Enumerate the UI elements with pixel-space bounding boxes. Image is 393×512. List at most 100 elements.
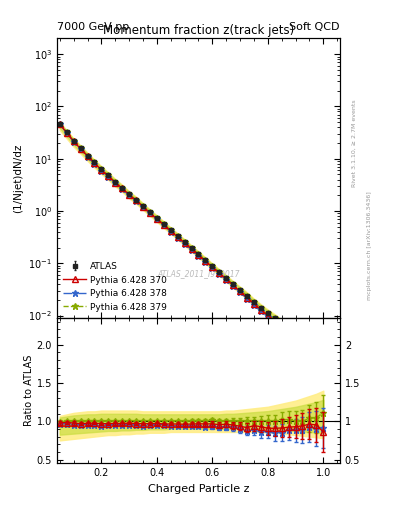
Y-axis label: (1/Njet)dN/dz: (1/Njet)dN/dz [13, 143, 23, 213]
Pythia 6.428 379 [307, 342, 312, 348]
Pythia 6.428 370 [238, 288, 242, 294]
Pythia 6.428 379 [189, 245, 194, 251]
Pythia 6.428 378 [238, 289, 242, 295]
Pythia 6.428 378 [245, 295, 250, 302]
Pythia 6.428 378 [64, 130, 69, 136]
Pythia 6.428 379 [272, 315, 277, 322]
Pythia 6.428 378 [78, 146, 83, 152]
Pythia 6.428 370 [293, 334, 298, 340]
Pythia 6.428 370 [265, 312, 270, 318]
Pythia 6.428 378 [314, 350, 319, 356]
Pythia 6.428 379 [106, 173, 111, 179]
Pythia 6.428 370 [99, 167, 104, 173]
Pythia 6.428 378 [85, 154, 90, 160]
Pythia 6.428 378 [113, 180, 118, 186]
Pythia 6.428 370 [168, 228, 173, 234]
Pythia 6.428 378 [147, 210, 152, 217]
Pythia 6.428 379 [175, 233, 180, 239]
Pythia 6.428 379 [154, 215, 159, 221]
Pythia 6.428 370 [154, 216, 159, 222]
Pythia 6.428 379 [217, 269, 222, 275]
Line: Pythia 6.428 379: Pythia 6.428 379 [56, 120, 327, 356]
Pythia 6.428 379 [245, 293, 250, 299]
Text: ATLAS_2011_I919017: ATLAS_2011_I919017 [157, 269, 240, 278]
Pythia 6.428 379 [168, 227, 173, 233]
Pythia 6.428 370 [141, 204, 145, 210]
Pythia 6.428 379 [279, 321, 284, 327]
Pythia 6.428 378 [162, 222, 166, 228]
Pythia 6.428 378 [300, 340, 305, 346]
Pythia 6.428 370 [231, 282, 235, 288]
Pythia 6.428 378 [224, 277, 229, 283]
Pythia 6.428 378 [154, 217, 159, 223]
Pythia 6.428 378 [182, 241, 187, 247]
Pythia 6.428 378 [279, 325, 284, 331]
Pythia 6.428 379 [314, 347, 319, 353]
Pythia 6.428 370 [175, 234, 180, 240]
Pythia 6.428 370 [259, 307, 263, 313]
Text: mcplots.cern.ch [arXiv:1306.3436]: mcplots.cern.ch [arXiv:1306.3436] [367, 191, 373, 300]
Pythia 6.428 378 [134, 198, 138, 204]
Pythia 6.428 378 [259, 308, 263, 314]
Pythia 6.428 370 [203, 258, 208, 264]
Line: Pythia 6.428 378: Pythia 6.428 378 [56, 121, 327, 360]
Pythia 6.428 379 [162, 221, 166, 227]
Text: 7000 GeV pp: 7000 GeV pp [57, 22, 129, 32]
Pythia 6.428 379 [300, 337, 305, 343]
Pythia 6.428 370 [300, 338, 305, 345]
Pythia 6.428 370 [314, 349, 319, 355]
Pythia 6.428 379 [127, 191, 132, 197]
Pythia 6.428 379 [57, 121, 62, 127]
Pythia 6.428 378 [168, 228, 173, 234]
Pythia 6.428 370 [162, 222, 166, 228]
Pythia 6.428 378 [217, 271, 222, 277]
Pythia 6.428 370 [196, 252, 201, 258]
Pythia 6.428 370 [224, 276, 229, 282]
Title: Momentum fraction z(track jets): Momentum fraction z(track jets) [103, 24, 294, 37]
Pythia 6.428 379 [265, 310, 270, 316]
Pythia 6.428 370 [279, 324, 284, 330]
Line: Pythia 6.428 370: Pythia 6.428 370 [57, 121, 326, 360]
Pythia 6.428 379 [71, 138, 76, 144]
Pythia 6.428 370 [113, 180, 118, 186]
Pythia 6.428 378 [57, 121, 62, 127]
Pythia 6.428 379 [64, 129, 69, 135]
Pythia 6.428 378 [210, 265, 215, 271]
Pythia 6.428 378 [265, 314, 270, 320]
Pythia 6.428 379 [293, 332, 298, 338]
Pythia 6.428 379 [196, 251, 201, 257]
Pythia 6.428 379 [203, 257, 208, 263]
Pythia 6.428 379 [120, 184, 125, 190]
Pythia 6.428 378 [189, 247, 194, 253]
Pythia 6.428 379 [259, 305, 263, 311]
Pythia 6.428 378 [99, 167, 104, 174]
Pythia 6.428 379 [141, 203, 145, 209]
Pythia 6.428 370 [189, 246, 194, 252]
Pythia 6.428 379 [182, 239, 187, 245]
Pythia 6.428 378 [127, 192, 132, 198]
Pythia 6.428 370 [71, 138, 76, 144]
Pythia 6.428 379 [99, 166, 104, 172]
Pythia 6.428 370 [85, 153, 90, 159]
Y-axis label: Ratio to ATLAS: Ratio to ATLAS [24, 355, 34, 426]
Pythia 6.428 379 [134, 197, 138, 203]
Pythia 6.428 370 [120, 185, 125, 191]
Pythia 6.428 379 [224, 275, 229, 281]
Pythia 6.428 378 [106, 174, 111, 180]
Pythia 6.428 370 [272, 317, 277, 324]
Pythia 6.428 378 [307, 345, 312, 351]
Pythia 6.428 378 [231, 283, 235, 289]
Pythia 6.428 370 [217, 270, 222, 276]
Pythia 6.428 370 [252, 301, 256, 307]
Pythia 6.428 370 [182, 240, 187, 246]
Text: Soft QCD: Soft QCD [290, 22, 340, 32]
Pythia 6.428 370 [78, 146, 83, 152]
Pythia 6.428 379 [321, 349, 326, 355]
Pythia 6.428 378 [196, 252, 201, 259]
Pythia 6.428 379 [238, 287, 242, 293]
Pythia 6.428 378 [203, 259, 208, 265]
Pythia 6.428 370 [210, 264, 215, 270]
Pythia 6.428 370 [147, 210, 152, 216]
Pythia 6.428 370 [321, 355, 326, 361]
Pythia 6.428 379 [231, 281, 235, 287]
